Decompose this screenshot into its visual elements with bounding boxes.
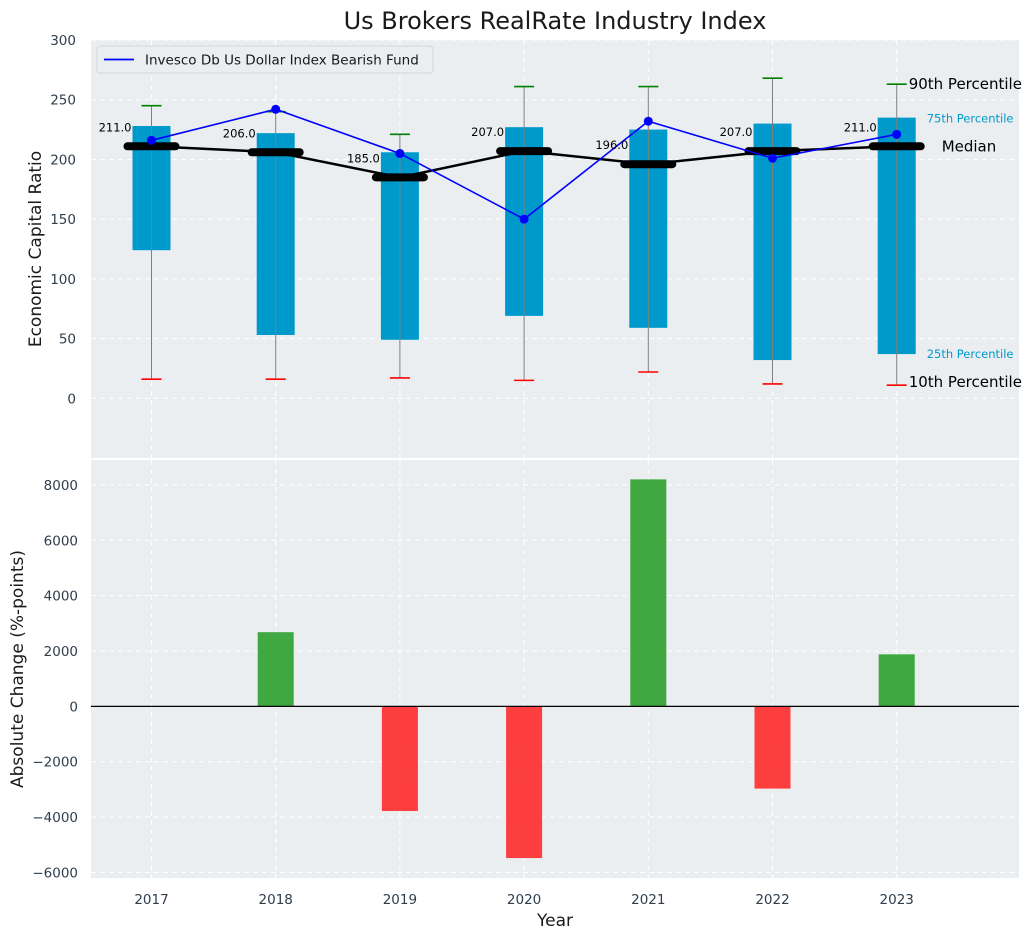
top-y-tick: 200: [50, 152, 76, 168]
annotation-75th-percentile: 75th Percentile: [927, 112, 1014, 126]
median-value-label: 196.0: [595, 138, 628, 152]
median-value-label: 207.0: [720, 125, 753, 139]
top-y-tick: 0: [67, 391, 76, 407]
chart-title: Us Brokers RealRate Industry Index: [344, 7, 767, 35]
bottom-y-tick: 4000: [44, 589, 78, 605]
x-tick: 2017: [134, 892, 168, 908]
annotation-10th-percentile: 10th Percentile: [909, 373, 1022, 391]
annotation-90th-percentile: 90th Percentile: [909, 75, 1022, 93]
bottom-y-axis-title: Absolute Change (%-points): [8, 550, 28, 788]
change-bar: [630, 479, 667, 707]
bottom-y-tick: −6000: [32, 865, 78, 881]
top-y-tick: 250: [50, 93, 76, 109]
median-value-label: 185.0: [347, 151, 380, 165]
change-bar: [754, 706, 791, 789]
fund-point: [147, 135, 156, 145]
median-value-label: 206.0: [223, 126, 256, 140]
x-tick-labels: 2017 2018 2019 2020 2021 2022 2023: [134, 892, 914, 908]
x-tick: 2018: [259, 892, 293, 908]
bottom-y-tick-labels: −6000 −4000 −2000 0 2000 4000 6000 8000: [32, 478, 78, 882]
median-value-label: 211.0: [99, 120, 132, 134]
median-series: [123, 142, 925, 182]
legend-box: [96, 45, 434, 74]
fund-point: [768, 153, 777, 163]
change-bars: [257, 479, 915, 859]
top-y-tick-labels: 0 50 100 150 200 250 300: [50, 33, 76, 407]
top-y-tick: 300: [50, 33, 76, 49]
fund-point: [519, 214, 529, 224]
change-bar: [257, 632, 294, 707]
change-bar: [506, 706, 543, 859]
fund-series: [147, 104, 902, 224]
legend-label: Invesco Db Us Dollar Index Bearish Fund: [145, 53, 419, 69]
annotation-median: Median: [942, 137, 997, 155]
bottom-y-tick: 6000: [44, 533, 78, 549]
median-value-label: 211.0: [844, 120, 877, 134]
bottom-y-tick: −2000: [32, 755, 78, 771]
x-tick: 2021: [631, 892, 665, 908]
fund-point: [643, 116, 653, 126]
bottom-panel-background: [91, 460, 1019, 878]
bottom-gridlines: [91, 460, 1019, 878]
median-value-labels: 211.0 206.0 185.0 207.0 196.0 207.0 211.0: [99, 120, 877, 165]
x-tick: 2019: [383, 892, 417, 908]
change-bar: [381, 706, 418, 812]
bottom-y-tick: 0: [69, 699, 78, 715]
x-tick: 2022: [755, 892, 789, 908]
top-panel-background: [91, 40, 1019, 458]
top-y-tick: 150: [50, 212, 76, 228]
change-bar: [878, 654, 915, 707]
bottom-y-tick: −4000: [32, 810, 78, 826]
x-tick: 2023: [880, 892, 914, 908]
bottom-y-tick: 8000: [44, 478, 78, 494]
top-y-tick: 100: [50, 272, 76, 288]
top-y-tick: 50: [59, 332, 76, 348]
median-value-label: 207.0: [471, 125, 504, 139]
annotation-25th-percentile: 25th Percentile: [927, 347, 1014, 361]
legend: Invesco Db Us Dollar Index Bearish Fund: [96, 45, 434, 74]
top-y-axis-title: Economic Capital Ratio: [26, 151, 46, 347]
x-tick: 2020: [507, 892, 541, 908]
fund-point: [271, 104, 281, 114]
fund-point: [892, 129, 902, 139]
bottom-y-tick: 2000: [44, 644, 78, 660]
fund-point: [395, 148, 405, 158]
x-axis-title: Year: [536, 911, 573, 931]
